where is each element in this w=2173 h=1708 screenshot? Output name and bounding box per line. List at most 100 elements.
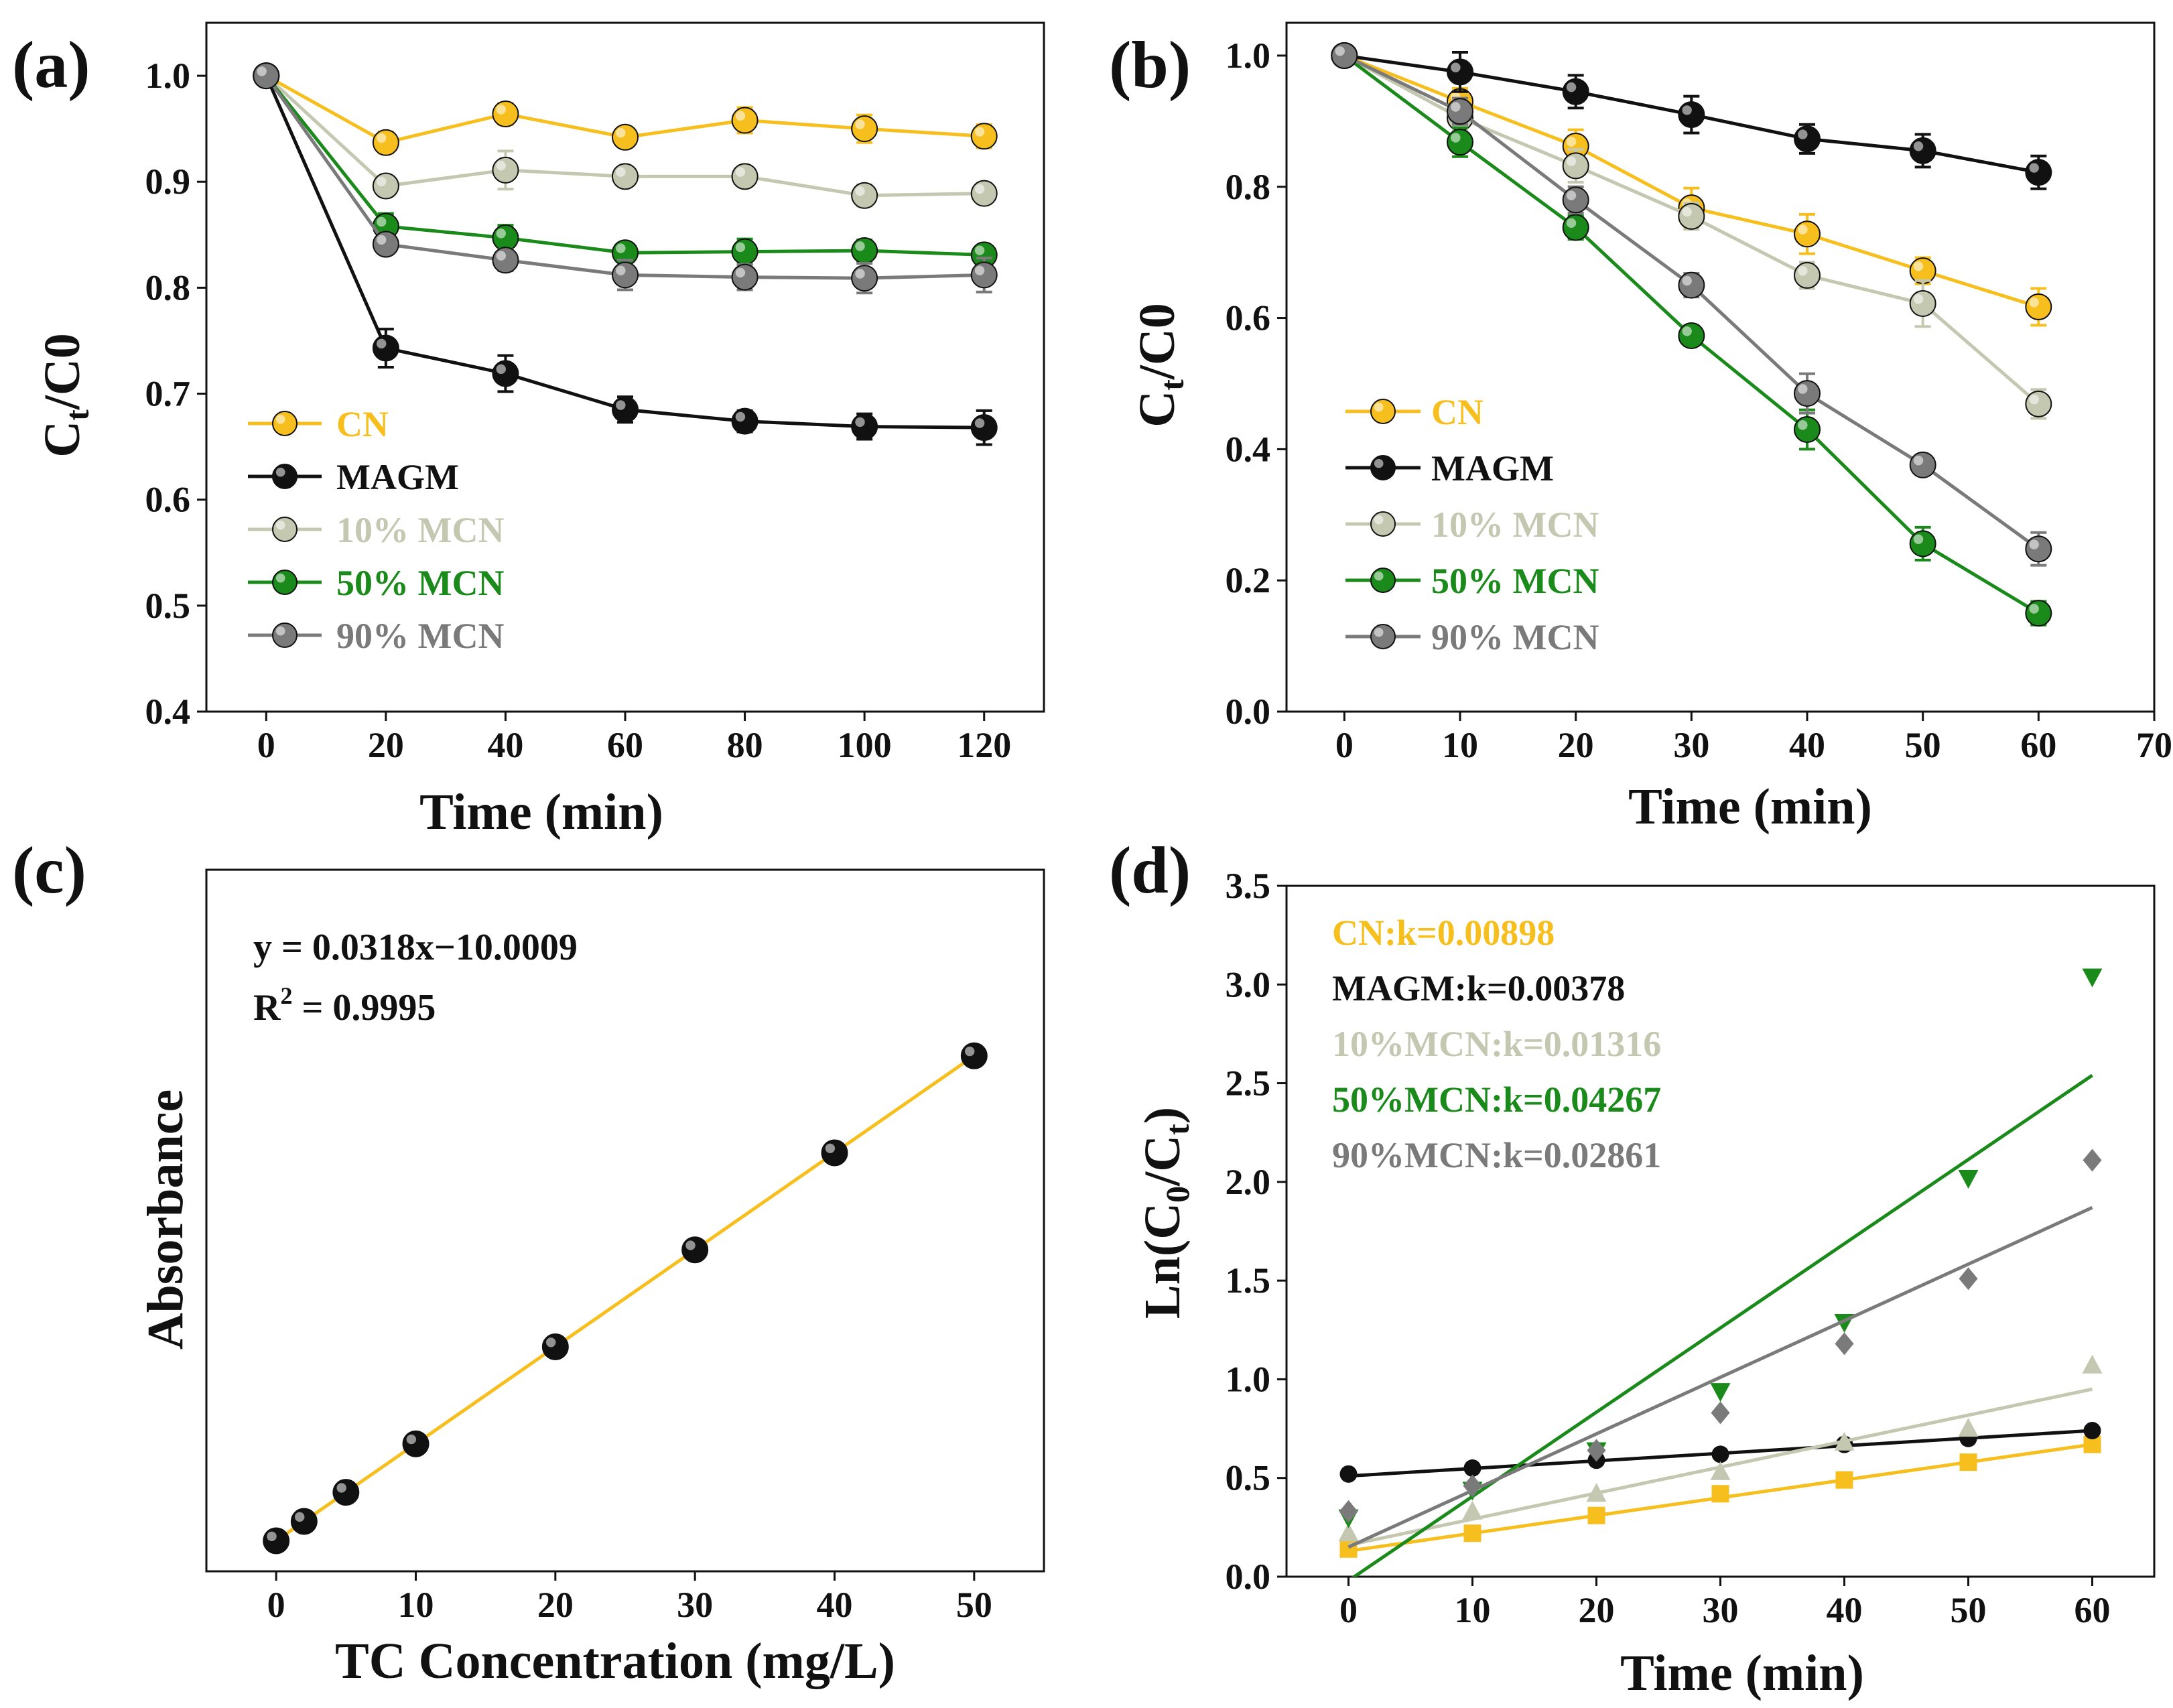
legend-label-d: 90%MCN:k=0.02861 (1332, 1135, 1661, 1175)
data-point-a (731, 163, 759, 190)
data-point-d (1587, 1439, 1606, 1462)
ylabel-d: Ln(C0/Ct) (1134, 1107, 1196, 1319)
equation-text: y = 0.0318x−10.0009 (253, 927, 578, 968)
legend-label-d: 10%MCN:k=0.01316 (1332, 1024, 1661, 1064)
data-point-b (1794, 261, 1821, 289)
data-point-a-highlight (496, 160, 506, 171)
data-point-b (1794, 380, 1821, 407)
xlabel-b: Time (min) (1628, 779, 1872, 835)
data-point-b (1794, 220, 1821, 248)
data-point-b (1331, 42, 1358, 69)
data-point-a-highlight (496, 228, 506, 239)
data-point-d (1834, 1431, 1855, 1451)
x-tick-label-c: 40 (817, 1585, 853, 1625)
data-point-a (731, 407, 759, 435)
x-tick-label-b: 70 (2136, 725, 2172, 765)
data-point-c (402, 1430, 430, 1457)
x-tick-label-d: 40 (1827, 1590, 1863, 1630)
y-tick-label-d: 1.5 (1226, 1260, 1271, 1301)
data-point-c-highlight (336, 1483, 346, 1493)
data-point-b (1562, 214, 1589, 241)
data-point-a (731, 263, 759, 291)
data-point-d (1463, 1524, 1481, 1542)
data-point-a-highlight (376, 235, 387, 245)
data-point-b (1678, 202, 1705, 230)
data-point-b (1447, 98, 1473, 125)
x-tick-label-a: 0 (257, 725, 275, 765)
data-point-a-highlight (855, 241, 865, 251)
data-point-b (1909, 451, 1936, 478)
data-point-a (970, 180, 998, 207)
data-point-a (372, 129, 399, 156)
data-point-a-highlight (974, 245, 985, 255)
data-point-b-highlight (2029, 539, 2039, 549)
legend-label-a: 90% MCN (336, 616, 504, 656)
data-point-d (1711, 1485, 1729, 1503)
data-point-a-highlight (376, 133, 387, 143)
legend-marker-a (272, 622, 298, 648)
data-point-d (1835, 1332, 1854, 1356)
data-point-a (492, 156, 519, 184)
data-point-a-highlight (735, 167, 746, 177)
data-point-a-highlight (376, 338, 387, 349)
legend-marker-b-highlight (1374, 515, 1384, 525)
x-tick-label-d: 10 (1455, 1590, 1491, 1630)
data-point-a (612, 123, 639, 151)
data-point-b-highlight (1566, 82, 1577, 92)
y-tick-label-b: 0.0 (1226, 692, 1271, 732)
data-point-b-highlight (1682, 105, 1692, 115)
data-point-d (1710, 1461, 1731, 1480)
data-point-c-highlight (267, 1531, 277, 1542)
legend-marker-b (1370, 399, 1396, 424)
data-point-d (1338, 1522, 1359, 1542)
data-point-c (960, 1042, 988, 1069)
x-tick-label-c: 10 (398, 1585, 434, 1625)
data-point-d (2083, 1148, 2102, 1172)
data-point-b-highlight (1682, 206, 1692, 217)
data-point-d (1958, 1418, 1979, 1437)
r2-prefix: R (253, 987, 281, 1029)
y-tick-label-a: 0.5 (145, 586, 191, 626)
legend-label-a: 10% MCN (336, 510, 504, 550)
data-point-a-highlight (855, 417, 865, 428)
data-point-b-highlight (1682, 275, 1692, 286)
data-point-d (1339, 1500, 1358, 1523)
data-point-b (1678, 101, 1705, 129)
y-tick-label-d: 2.0 (1226, 1162, 1271, 1202)
data-point-b (1678, 322, 1705, 350)
data-point-d (1959, 1453, 1977, 1471)
y-tick-label-d: 0.5 (1226, 1458, 1271, 1498)
ylabel-a: Ct/C0 (34, 333, 96, 458)
data-point-b (2025, 600, 2052, 627)
data-point-b-highlight (2029, 163, 2039, 173)
legend-label-d: CN:k=0.00898 (1332, 913, 1555, 953)
legend-marker-b-highlight (1374, 571, 1384, 581)
legend-label-b: 90% MCN (1431, 617, 1599, 657)
y-tick-label-a: 1.0 (145, 56, 191, 96)
data-point-a-highlight (496, 364, 506, 375)
legend-label-b: CN (1431, 392, 1484, 432)
legend-marker-b (1370, 568, 1396, 593)
data-point-a (970, 123, 998, 150)
x-tick-label-b: 30 (1673, 725, 1709, 765)
data-point-c (263, 1527, 290, 1555)
legend-marker-a-highlight (275, 573, 285, 583)
data-point-a (372, 231, 399, 258)
x-tick-label-a: 40 (487, 725, 523, 765)
data-point-a (372, 334, 399, 362)
data-point-c (541, 1333, 569, 1360)
data-point-a (612, 261, 639, 289)
xlabel-c: TC Concentration (mg/L) (335, 1633, 895, 1689)
data-point-d (2082, 968, 2103, 988)
data-point-a (851, 265, 878, 292)
x-tick-label-d: 60 (2075, 1590, 2111, 1630)
data-point-b (1909, 137, 1936, 164)
legend-marker-a-highlight (275, 414, 285, 424)
data-point-d (1711, 1401, 1730, 1425)
data-point-b-highlight (1798, 384, 1808, 394)
data-point-c-highlight (825, 1143, 836, 1154)
data-point-b-highlight (1798, 266, 1808, 276)
data-point-a (970, 261, 998, 289)
legend-marker-a-highlight (275, 467, 285, 477)
